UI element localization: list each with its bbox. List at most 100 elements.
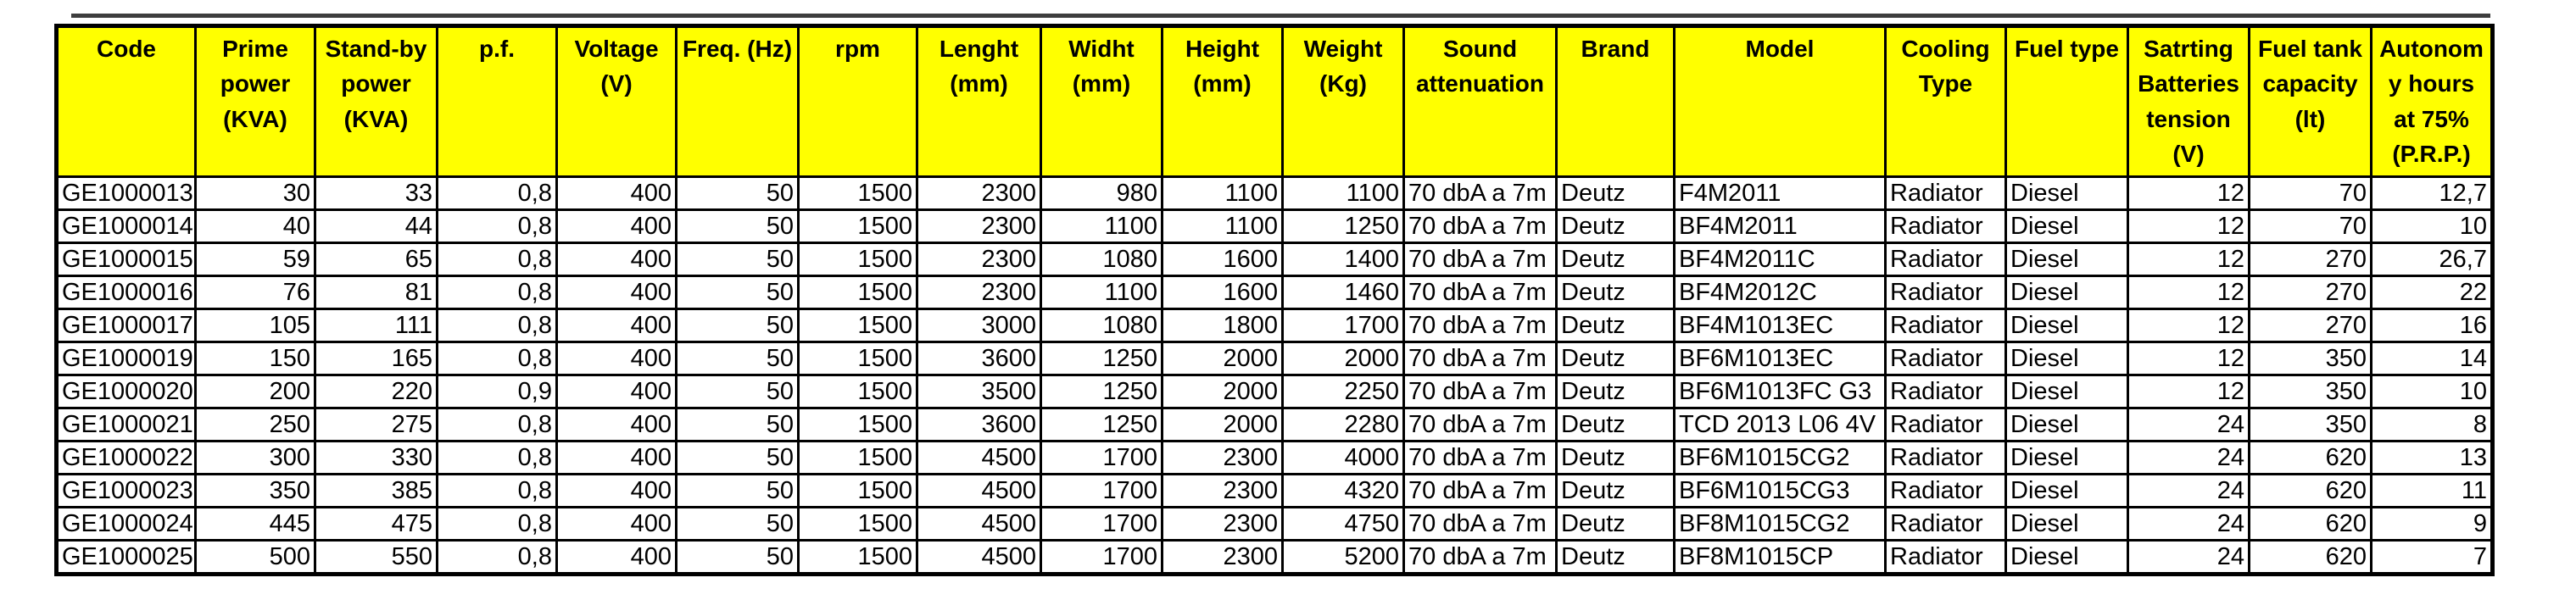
cell-tank_capacity: 350 xyxy=(2248,373,2372,409)
cell-rpm: 1500 xyxy=(797,208,918,244)
table-row: GE1000013 30 33 0,8 400 50 1500 2300 980 1100 1100… xyxy=(55,175,2494,211)
cell-autonomy: 11 xyxy=(2370,472,2494,508)
column-header-battery_tension: Satrting Batteries tension (V) xyxy=(2127,25,2250,178)
cell-length: 2300 xyxy=(916,241,1042,277)
cell-code: GE1000023 xyxy=(55,472,197,508)
cell-tank_capacity: 620 xyxy=(2248,505,2372,542)
top-edge-artifact-line xyxy=(71,14,2490,18)
cell-brand: Deutz xyxy=(1555,505,1676,542)
cell-height: 1600 xyxy=(1161,274,1284,310)
cell-brand: Deutz xyxy=(1555,472,1676,508)
cell-model: BF6M1015CG2 xyxy=(1673,439,1887,475)
cell-sound: 70 dbA a 7m xyxy=(1402,340,1558,376)
cell-model: BF8M1015CG2 xyxy=(1673,505,1887,542)
cell-model: BF6M1013EC xyxy=(1673,340,1887,376)
table-row: GE1000016 76 81 0,8 400 50 1500 2300 1100 1600 146… xyxy=(55,274,2494,310)
cell-battery_tension: 12 xyxy=(2127,373,2250,409)
cell-width: 1250 xyxy=(1040,406,1163,442)
cell-tank_capacity: 270 xyxy=(2248,241,2372,277)
column-header-standby_power: Stand-by power (KVA) xyxy=(314,25,438,178)
cell-battery_tension: 24 xyxy=(2127,505,2250,542)
cell-autonomy: 22 xyxy=(2370,274,2494,310)
generator-spec-table: Code Prime power (KVA) Stand-by power (KVA… xyxy=(54,24,2495,576)
cell-brand: Deutz xyxy=(1555,538,1676,575)
cell-voltage: 400 xyxy=(555,241,677,277)
cell-code: GE1000021 xyxy=(55,406,197,442)
cell-height: 1100 xyxy=(1161,208,1284,244)
cell-model: BF6M1013FC G3 xyxy=(1673,373,1887,409)
cell-height: 2300 xyxy=(1161,505,1284,542)
table-row: GE1000017 105 111 0,8 400 50 1500 3000 1080 1800 1… xyxy=(55,307,2494,343)
cell-voltage: 400 xyxy=(555,340,677,376)
cell-standby_power: 550 xyxy=(314,538,438,575)
cell-cooling: Radiator xyxy=(1884,208,2007,244)
column-header-voltage: Voltage (V) xyxy=(555,25,677,178)
cell-length: 4500 xyxy=(916,505,1042,542)
cell-width: 1700 xyxy=(1040,472,1163,508)
cell-length: 2300 xyxy=(916,274,1042,310)
cell-weight: 2250 xyxy=(1281,373,1405,409)
cell-prime_power: 300 xyxy=(194,439,316,475)
cell-prime_power: 350 xyxy=(194,472,316,508)
cell-weight: 4750 xyxy=(1281,505,1405,542)
cell-brand: Deutz xyxy=(1555,208,1676,244)
cell-code: GE1000024 xyxy=(55,505,197,542)
cell-fuel_type: Diesel xyxy=(2004,307,2129,343)
column-header-brand: Brand xyxy=(1555,25,1676,178)
cell-code: GE1000022 xyxy=(55,439,197,475)
cell-frequency: 50 xyxy=(675,241,800,277)
cell-model: BF8M1015CP xyxy=(1673,538,1887,575)
cell-standby_power: 65 xyxy=(314,241,438,277)
cell-autonomy: 14 xyxy=(2370,340,2494,376)
cell-frequency: 50 xyxy=(675,373,800,409)
cell-pf: 0,8 xyxy=(436,241,558,277)
cell-autonomy: 10 xyxy=(2370,373,2494,409)
table-body: GE1000013 30 33 0,8 400 50 1500 2300 980 1100 1100… xyxy=(55,175,2494,575)
cell-code: GE1000019 xyxy=(55,340,197,376)
cell-frequency: 50 xyxy=(675,340,800,376)
cell-weight: 1400 xyxy=(1281,241,1405,277)
cell-fuel_type: Diesel xyxy=(2004,208,2129,244)
cell-voltage: 400 xyxy=(555,274,677,310)
cell-pf: 0,8 xyxy=(436,439,558,475)
cell-standby_power: 385 xyxy=(314,472,438,508)
cell-cooling: Radiator xyxy=(1884,472,2007,508)
cell-height: 1800 xyxy=(1161,307,1284,343)
table-row: GE1000024 445 475 0,8 400 50 1500 4500 1700 2300 4… xyxy=(55,505,2494,542)
cell-code: GE1000015 xyxy=(55,241,197,277)
cell-battery_tension: 24 xyxy=(2127,538,2250,575)
cell-battery_tension: 24 xyxy=(2127,472,2250,508)
cell-pf: 0,8 xyxy=(436,472,558,508)
cell-rpm: 1500 xyxy=(797,505,918,542)
cell-width: 1080 xyxy=(1040,241,1163,277)
cell-fuel_type: Diesel xyxy=(2004,472,2129,508)
cell-prime_power: 40 xyxy=(194,208,316,244)
cell-prime_power: 30 xyxy=(194,175,316,211)
cell-width: 1250 xyxy=(1040,340,1163,376)
cell-prime_power: 105 xyxy=(194,307,316,343)
cell-autonomy: 13 xyxy=(2370,439,2494,475)
table-row: GE1000022 300 330 0,8 400 50 1500 4500 1700 2300 4… xyxy=(55,439,2494,475)
cell-standby_power: 220 xyxy=(314,373,438,409)
table-row: GE1000021 250 275 0,8 400 50 1500 3600 1250 2000 2… xyxy=(55,406,2494,442)
cell-sound: 70 dbA a 7m xyxy=(1402,241,1558,277)
column-header-cooling: Cooling Type xyxy=(1884,25,2007,178)
cell-prime_power: 59 xyxy=(194,241,316,277)
cell-length: 4500 xyxy=(916,439,1042,475)
column-header-model: Model xyxy=(1673,25,1887,178)
table-header: Code Prime power (KVA) Stand-by power (KVA… xyxy=(55,25,2494,178)
cell-rpm: 1500 xyxy=(797,538,918,575)
cell-model: BF4M1013EC xyxy=(1673,307,1887,343)
cell-width: 1700 xyxy=(1040,505,1163,542)
column-header-weight: Weight (Kg) xyxy=(1281,25,1405,178)
cell-tank_capacity: 620 xyxy=(2248,439,2372,475)
cell-fuel_type: Diesel xyxy=(2004,373,2129,409)
cell-tank_capacity: 70 xyxy=(2248,175,2372,211)
cell-brand: Deutz xyxy=(1555,274,1676,310)
cell-cooling: Radiator xyxy=(1884,505,2007,542)
cell-cooling: Radiator xyxy=(1884,406,2007,442)
cell-rpm: 1500 xyxy=(797,307,918,343)
cell-weight: 1250 xyxy=(1281,208,1405,244)
cell-width: 1700 xyxy=(1040,439,1163,475)
cell-sound: 70 dbA a 7m xyxy=(1402,439,1558,475)
